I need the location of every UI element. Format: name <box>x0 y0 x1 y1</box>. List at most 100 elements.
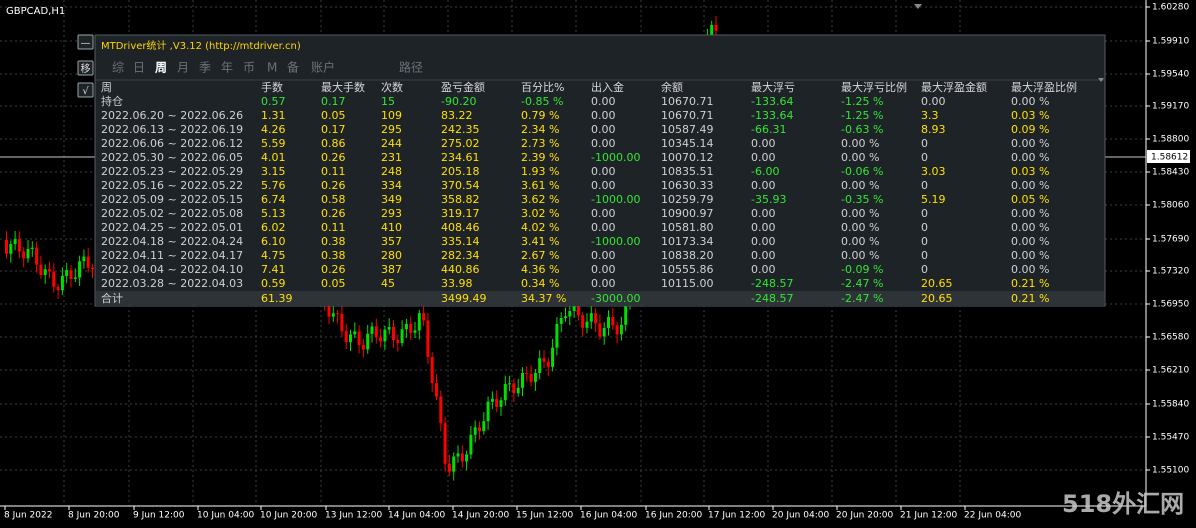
candle-body <box>585 321 589 328</box>
table-cell: 357 <box>381 235 402 248</box>
table-cell: 2.67 % <box>521 249 559 262</box>
time-label: 10 Jun 04:00 <box>197 511 254 521</box>
table-header: 最大手数 <box>321 80 365 94</box>
panel-tab[interactable]: 币 <box>243 61 255 75</box>
table-cell: 0.00 <box>591 277 616 290</box>
table-cell: 3.41 % <box>521 235 559 248</box>
table-cell: 2022.05.02 ~ 2022.05.08 <box>101 207 243 220</box>
candle-body <box>48 269 51 272</box>
table-cell: 8.93 <box>921 123 946 136</box>
candle-body <box>422 313 426 321</box>
table-cell: 10670.71 <box>661 95 714 108</box>
table-cell: 2.73 % <box>521 137 559 150</box>
table-cell: 6.10 <box>261 235 286 248</box>
panel-tab[interactable]: 备 <box>287 61 299 75</box>
candle-body <box>417 313 421 331</box>
panel-tab[interactable]: 日 <box>133 61 145 75</box>
table-cell: 2022.05.23 ~ 2022.05.29 <box>101 165 243 178</box>
table-cell: -0.35 % <box>841 193 883 206</box>
table-cell: 10345.14 <box>661 137 714 150</box>
table-cell: 293 <box>381 207 402 220</box>
table-header: 最大浮亏比例 <box>841 80 907 94</box>
table-cell: 0.03 % <box>1011 109 1049 122</box>
table-cell: 0.00 <box>591 123 616 136</box>
stats-table: 周 手数 最大手数 次数 盈亏金额 百分比% 出入金 余额 最大浮亏 最大浮亏比例 最大浮盈金额 最大… <box>101 80 1077 305</box>
table-cell: 2022.04.18 ~ 2022.04.24 <box>101 235 243 248</box>
table-cell: 0.00 % <box>1011 249 1049 262</box>
table-cell: 0.00 % <box>1011 263 1049 276</box>
total-cell: 34.37 % <box>521 292 566 305</box>
table-cell: 0.58 <box>321 193 346 206</box>
table-cell: -248.57 <box>751 277 793 290</box>
candle-body <box>542 358 546 362</box>
candle-body <box>353 331 357 335</box>
table-cell: 0.00 <box>591 137 616 150</box>
candle-body <box>392 326 395 341</box>
candle-body <box>533 373 537 382</box>
panel-button[interactable] <box>77 82 94 98</box>
table-cell: 0.05 % <box>1011 193 1049 206</box>
table-cell: 0.00 <box>591 207 616 220</box>
table-cell: 0.00 % <box>1011 207 1049 220</box>
table-cell: 10838.20 <box>661 249 714 262</box>
panel-tab[interactable]: 季 <box>199 61 211 75</box>
table-cell: 0.00 <box>751 221 776 234</box>
table-cell: 持仓 <box>101 94 123 108</box>
candle-body <box>383 329 387 342</box>
price-label: 1.57690 <box>1152 235 1189 245</box>
panel-button-label[interactable]: — <box>81 38 91 49</box>
candle-body <box>86 256 90 268</box>
total-cell: 合计 <box>101 291 123 305</box>
candle-body <box>430 356 434 384</box>
price-label: 1.56210 <box>1152 366 1189 376</box>
table-cell: 10581.80 <box>661 221 714 234</box>
table-cell: -133.64 <box>751 95 793 108</box>
table-cell: 0.11 <box>321 165 346 178</box>
panel-button[interactable] <box>77 60 94 76</box>
total-cell: 0.21 % <box>1011 292 1049 305</box>
panel-tab[interactable]: 月 <box>177 61 189 75</box>
table-cell: 109 <box>381 109 402 122</box>
table-cell: 0.26 <box>321 263 346 276</box>
table-cell: 7.41 <box>261 263 286 276</box>
candle-body <box>594 313 598 324</box>
table-cell: 5.76 <box>261 179 286 192</box>
table-cell: 2022.06.13 ~ 2022.06.19 <box>101 123 243 136</box>
candle-body <box>439 396 443 424</box>
table-cell: 10259.79 <box>661 193 714 206</box>
candle-body <box>521 373 524 388</box>
time-label: 20 Jun 20:00 <box>836 511 893 521</box>
time-label: 16 Jun 20:00 <box>645 511 702 521</box>
candle-body <box>82 256 86 262</box>
panel-button[interactable] <box>77 34 94 50</box>
total-cell: -248.57 <box>751 292 793 305</box>
panel-tab[interactable]: 综 <box>112 61 124 75</box>
candle-body <box>551 347 555 367</box>
panel-button-label[interactable]: 移 <box>81 62 91 75</box>
candle-body <box>435 383 438 397</box>
table-cell: 282.34 <box>441 249 480 262</box>
panel-tab[interactable]: 周 <box>155 61 167 75</box>
panel-tab[interactable]: M <box>267 61 277 75</box>
panel-tab[interactable]: 路径 <box>399 60 423 75</box>
table-cell: 0 <box>921 179 928 192</box>
table-cell: 280 <box>381 249 402 262</box>
panel-tab[interactable]: 账户 <box>311 60 335 75</box>
table-cell: 0.00 % <box>841 151 879 164</box>
current-price-box <box>1147 150 1190 163</box>
total-cell: 3499.49 <box>441 292 487 305</box>
table-cell: 0.00 <box>751 207 776 220</box>
candle-body <box>52 271 56 287</box>
panel-button-label[interactable]: √ <box>82 86 89 97</box>
table-cell: -0.85 % <box>521 95 563 108</box>
candle-body <box>482 421 486 432</box>
table-cell: 0.34 % <box>521 277 559 290</box>
table-header: 余额 <box>661 80 683 94</box>
candle-body <box>17 239 21 252</box>
time-label: 13 Jun 12:00 <box>325 511 382 521</box>
table-cell: 0.00 <box>591 221 616 234</box>
price-label: 1.58430 <box>1152 168 1189 178</box>
table-cell: 0.00 % <box>1011 151 1049 164</box>
candle-body <box>340 313 344 332</box>
panel-tab[interactable]: 年 <box>221 61 233 75</box>
